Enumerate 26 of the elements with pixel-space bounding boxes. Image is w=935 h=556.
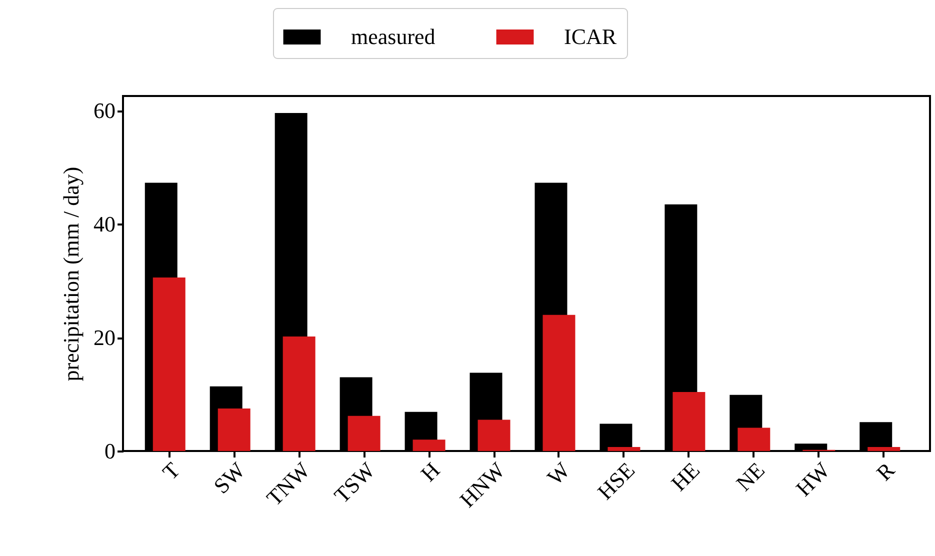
bar: [738, 428, 770, 451]
bar: [218, 408, 250, 451]
y-tick-label: 60: [94, 98, 116, 124]
bar: [152, 277, 186, 451]
x-tick-label: W: [542, 457, 575, 490]
x-tick-label: HW: [790, 457, 835, 501]
y-tick-label: 20: [94, 325, 116, 350]
x-tick-label: NE: [731, 457, 770, 496]
bar: [868, 447, 900, 451]
y-axis-title: precipitation (mm / day): [58, 166, 84, 382]
bar: [672, 392, 706, 451]
bar: [412, 440, 446, 451]
bar: [542, 314, 576, 451]
legend-label: measured: [351, 24, 436, 49]
bar: [608, 447, 640, 451]
x-tick-label: T: [158, 456, 186, 485]
legend-label: ICAR: [564, 24, 617, 49]
bar: [282, 336, 316, 451]
x-tick-label: HE: [666, 457, 704, 496]
bar: [478, 420, 510, 451]
x-tick-label: H: [416, 457, 445, 486]
bar: [348, 416, 380, 451]
y-tick-label: 0: [104, 438, 116, 464]
x-tick-label: SW: [208, 457, 250, 498]
x-tick-label: R: [871, 457, 900, 486]
y-tick-label: 40: [94, 212, 116, 237]
